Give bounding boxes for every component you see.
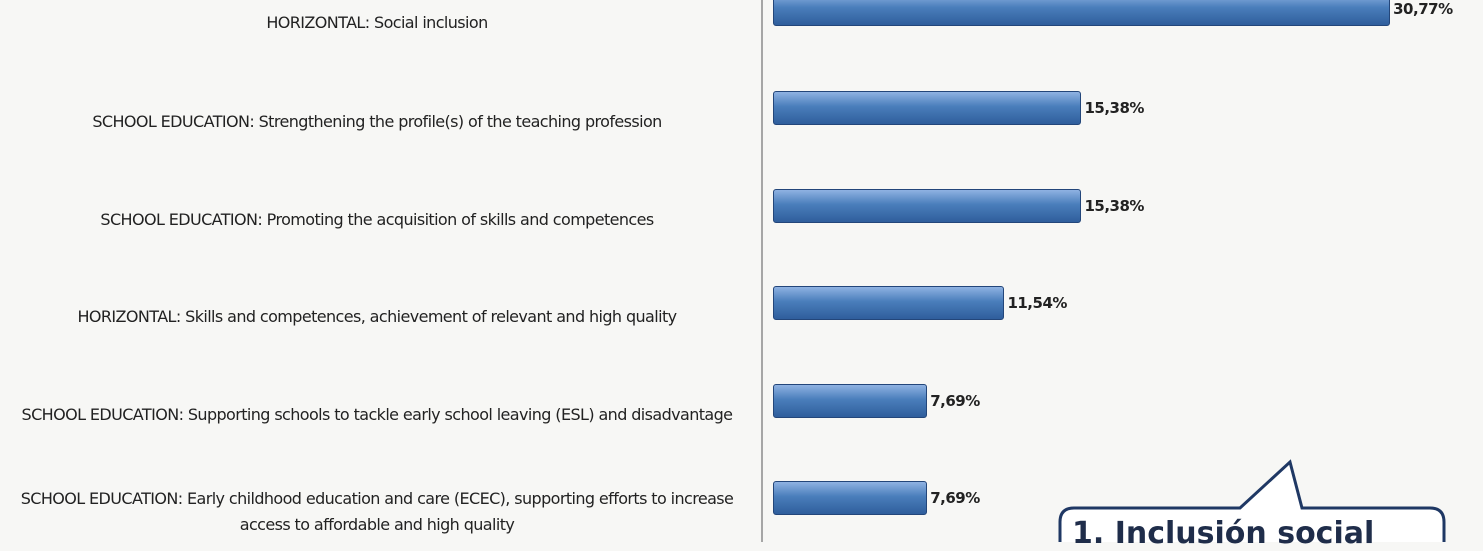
category-label: SCHOOL EDUCATION: Promoting the acquisit…: [8, 207, 746, 233]
bar: [773, 384, 927, 418]
category-label: HORIZONTAL: Social inclusion: [8, 10, 746, 36]
value-label: 30,77%: [1393, 0, 1452, 18]
callout-shape: [0, 0, 1483, 542]
value-label: 7,69%: [930, 489, 980, 507]
value-label: 15,38%: [1084, 197, 1143, 215]
annotation: 1. Inclusión social: [1072, 516, 1374, 551]
category-label: SCHOOL EDUCATION: Supporting schools to …: [8, 402, 746, 428]
value-label: 7,69%: [930, 392, 980, 410]
bar: [773, 91, 1081, 125]
bar: [773, 286, 1004, 320]
bar: [773, 481, 927, 515]
value-label: 15,38%: [1084, 99, 1143, 117]
category-label: SCHOOL EDUCATION: Strengthening the prof…: [8, 109, 746, 135]
page: {"chart_data": {"type": "bar", "orientat…: [0, 0, 1483, 542]
value-label: 11,54%: [1007, 294, 1066, 312]
bar: [773, 0, 1390, 26]
category-label: HORIZONTAL: Skills and competences, achi…: [8, 304, 746, 330]
category-label: SCHOOL EDUCATION: Early childhood educat…: [8, 486, 746, 538]
bar: [773, 189, 1081, 223]
axis-line: [761, 0, 763, 542]
